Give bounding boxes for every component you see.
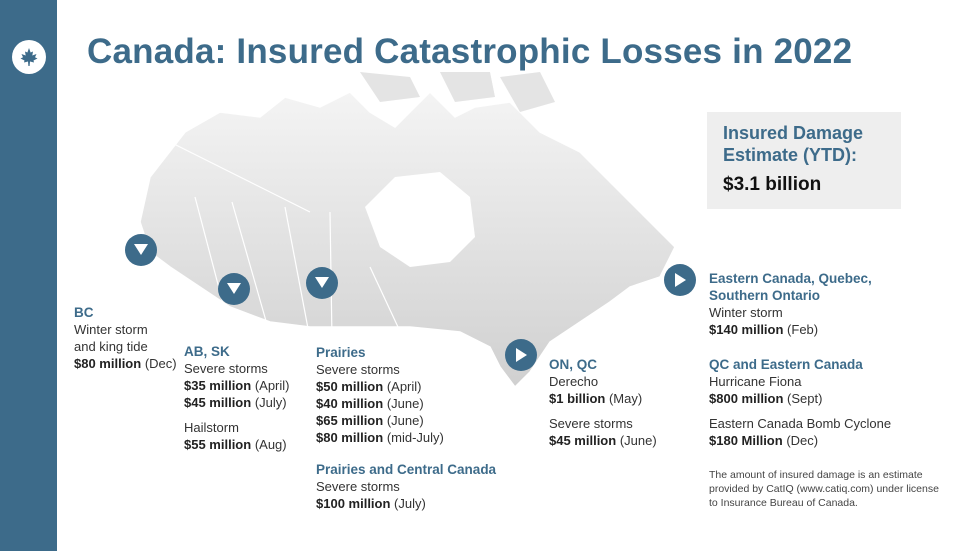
prairies-date-3: (June): [386, 413, 424, 428]
prairies-central-line: $100 million (July): [316, 495, 496, 512]
ab-sk-block: AB, SK Severe storms $35 million (April)…: [184, 343, 290, 453]
prairies-line-4: $80 million (mid-July): [316, 429, 444, 446]
on-qc-amount-2: $45 million: [549, 433, 617, 448]
qc-eastern-line-2: $180 Million (Dec): [709, 432, 891, 449]
qc-eastern-event-2: Eastern Canada Bomb Cyclone: [709, 416, 892, 431]
ab-sk-amount-1: $35 million: [184, 378, 252, 393]
triangle-down-icon: [315, 277, 329, 288]
prairies-amount-1: $50 million: [316, 379, 384, 394]
ab-sk-line-2: $45 million (July): [184, 394, 290, 411]
bc-marker[interactable]: [125, 234, 157, 266]
ab-sk-line-1: $35 million (April): [184, 377, 290, 394]
ab-sk-date-3: (Aug): [254, 437, 287, 452]
eastern-heading-1: Eastern Canada, Quebec,: [709, 271, 872, 286]
on-qc-amount-1: $1 billion: [549, 391, 606, 406]
on-qc-line-1: $1 billion (May): [549, 390, 657, 407]
prairies-central-heading: Prairies and Central Canada: [316, 462, 497, 477]
estimate-label: Insured Damage Estimate (YTD):: [723, 123, 864, 165]
qc-eastern-heading: QC and Eastern Canada: [709, 357, 863, 372]
bc-amount: $80 million: [74, 356, 142, 371]
page-title: Canada: Insured Catastrophic Losses in 2…: [87, 32, 853, 71]
prairies-line-3: $65 million (June): [316, 412, 444, 429]
on-qc-block: ON, QC Derecho $1 billion (May) Severe s…: [549, 356, 657, 449]
prairies-amount-2: $40 million: [316, 396, 384, 411]
qc-eastern-amount: $800 million: [709, 391, 784, 406]
ab-sk-heading: AB, SK: [184, 344, 230, 359]
prairies-amount-4: $80 million: [316, 430, 384, 445]
prairies-heading: Prairies: [316, 345, 366, 360]
ab-sk-date-1: (April): [254, 378, 290, 393]
on-qc-marker[interactable]: [505, 339, 537, 371]
ab-sk-amount-2: $45 million: [184, 395, 252, 410]
ab-sk-line-3: $55 million (Aug): [184, 436, 290, 453]
arctic-island-1: [360, 72, 420, 102]
prairies-central-amount: $100 million: [316, 496, 391, 511]
qc-eastern-date-2: (Dec): [786, 433, 819, 448]
arctic-island-3: [500, 72, 555, 112]
prairies-amount-3: $65 million: [316, 413, 384, 428]
prairies-central-event: Severe storms: [316, 479, 400, 494]
ab-sk-marker[interactable]: [218, 273, 250, 305]
eastern-canada-marker[interactable]: [664, 264, 696, 296]
eastern-heading-2: Southern Ontario: [709, 288, 820, 303]
prairies-date-2: (June): [386, 396, 424, 411]
prairies-line-1: $50 million (April): [316, 378, 444, 395]
qc-eastern-amount-2: $180 Million: [709, 433, 783, 448]
bc-event-cont: and king tide: [74, 339, 148, 354]
prairies-date-1: (April): [386, 379, 422, 394]
qc-eastern-date: (Sept): [787, 391, 823, 406]
ab-sk-amount-3: $55 million: [184, 437, 252, 452]
prairies-central-date: (July): [394, 496, 426, 511]
bc-block: BC Winter storm and king tide $80 millio…: [74, 304, 177, 372]
prairies-marker[interactable]: [306, 267, 338, 299]
eastern-line: $140 million (Feb): [709, 321, 872, 338]
ab-sk-event-2: Hailstorm: [184, 420, 239, 435]
maple-leaf-icon: [12, 40, 46, 74]
arctic-island-2: [440, 72, 495, 102]
eastern-amount: $140 million: [709, 322, 784, 337]
prairies-central-block: Prairies and Central Canada Severe storm…: [316, 461, 496, 512]
on-qc-heading: ON, QC: [549, 357, 598, 372]
source-note: The amount of insured damage is an estim…: [709, 469, 939, 509]
on-qc-line-2: $45 million (June): [549, 432, 657, 449]
insured-damage-estimate-box: Insured Damage Estimate (YTD): $3.1 bill…: [707, 112, 901, 209]
bc-date: (Dec): [144, 356, 177, 371]
triangle-down-icon: [227, 283, 241, 294]
estimate-value: $3.1 billion: [723, 174, 822, 195]
qc-eastern-line-1: $800 million (Sept): [709, 390, 891, 407]
bc-heading: BC: [74, 305, 94, 320]
ab-sk-event: Severe storms: [184, 361, 268, 376]
play-icon: [516, 348, 527, 362]
on-qc-event: Derecho: [549, 374, 599, 389]
qc-eastern-event: Hurricane Fiona: [709, 374, 802, 389]
on-qc-date-2: (June): [619, 433, 657, 448]
qc-eastern-block: QC and Eastern Canada Hurricane Fiona $8…: [709, 356, 891, 449]
bc-amount-line: $80 million (Dec): [74, 355, 177, 372]
hudson-bay: [365, 172, 475, 267]
prairies-block: Prairies Severe storms $50 million (Apri…: [316, 344, 444, 446]
prairies-event: Severe storms: [316, 362, 400, 377]
on-qc-date-1: (May): [608, 391, 643, 406]
prairies-date-4: (mid-July): [386, 430, 444, 445]
triangle-down-icon: [134, 244, 148, 255]
prairies-line-2: $40 million (June): [316, 395, 444, 412]
sidebar: [0, 0, 57, 551]
ab-sk-date-2: (July): [254, 395, 287, 410]
eastern-canada-block: Eastern Canada, Quebec, Southern Ontario…: [709, 270, 872, 338]
bc-event: Winter storm: [74, 322, 148, 337]
eastern-event: Winter storm: [709, 305, 783, 320]
play-icon: [675, 273, 686, 287]
on-qc-event-2: Severe storms: [549, 416, 633, 431]
eastern-date: (Feb): [787, 322, 819, 337]
